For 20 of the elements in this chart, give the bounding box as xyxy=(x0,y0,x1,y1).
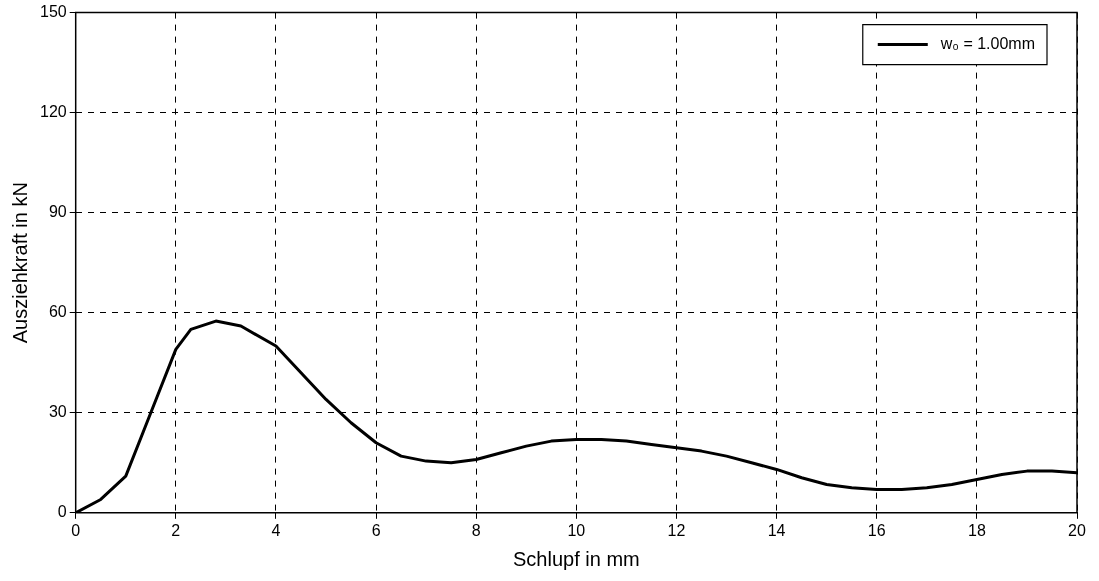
y-tick-label: 120 xyxy=(39,103,67,121)
y-tick-label: 150 xyxy=(39,3,67,21)
x-tick-label: 12 xyxy=(667,521,686,539)
x-tick-label: 6 xyxy=(371,521,381,539)
x-tick-label: 16 xyxy=(867,521,886,539)
y-axis-title: Ausziehkraft in kN xyxy=(8,182,31,344)
x-axis-title: Schlupf in mm xyxy=(512,547,640,570)
x-tick-label: 4 xyxy=(271,521,281,539)
y-tick-label: 60 xyxy=(48,303,67,321)
x-tick-label: 2 xyxy=(171,521,181,539)
y-tick-label: 30 xyxy=(48,403,67,421)
x-tick-label: 20 xyxy=(1068,521,1086,539)
x-tick-label: 14 xyxy=(767,521,786,539)
x-tick-label: 0 xyxy=(71,521,81,539)
x-tick-label: 8 xyxy=(471,521,481,539)
x-tick-label: 18 xyxy=(967,521,986,539)
y-tick-label: 90 xyxy=(48,203,67,221)
x-tick-label: 10 xyxy=(567,521,586,539)
legend-label: w₀ = 1.00mm xyxy=(939,35,1036,53)
y-tick-label: 0 xyxy=(57,503,67,521)
